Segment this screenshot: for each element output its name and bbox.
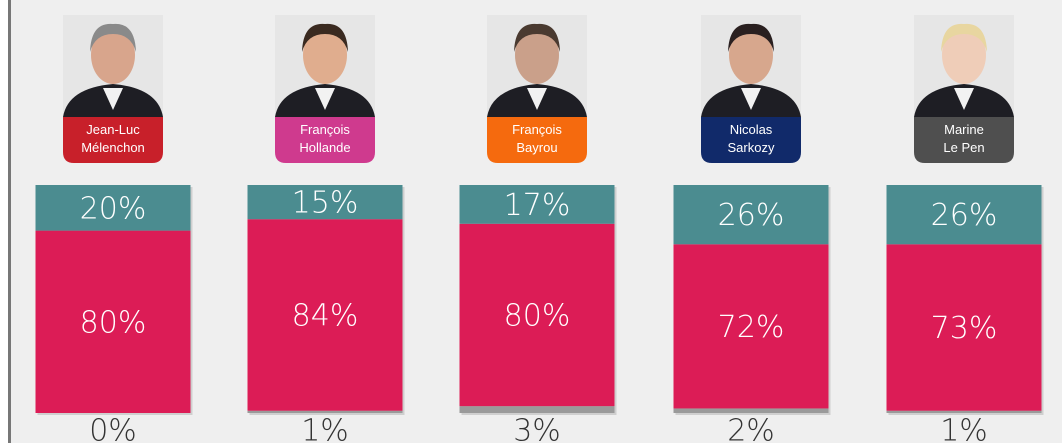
bar-segment: [459, 223, 615, 407]
portrait-hair: [90, 23, 136, 52]
bar-segment: [35, 230, 191, 413]
name-box: [275, 117, 375, 163]
left-margin: [0, 0, 8, 443]
category-label: Nicolas Sarkozy: [728, 122, 775, 155]
bar-segment: [247, 219, 403, 411]
value-label: 26%: [931, 198, 998, 233]
bar-segment: [673, 408, 829, 413]
portrait: [63, 15, 163, 117]
bar-segment: [673, 244, 829, 409]
value-label: 73%: [931, 311, 998, 346]
bar-segment: [35, 185, 191, 231]
bar-segment: [886, 410, 1042, 413]
left-border: [8, 0, 11, 443]
portrait: [701, 15, 801, 117]
name-box: [487, 117, 587, 163]
value-label: 3%: [513, 414, 561, 443]
value-label: 72%: [718, 310, 785, 345]
value-label: 20%: [80, 191, 147, 226]
portrait: [914, 15, 1014, 117]
name-box: [914, 117, 1014, 163]
portrait: [487, 15, 587, 117]
bar-segment: [673, 185, 829, 245]
value-label: 17%: [504, 188, 571, 223]
category-label: Marine Le Pen: [943, 122, 984, 155]
portrait-hair: [514, 23, 560, 52]
portrait-face: [303, 26, 347, 84]
portrait-face: [91, 26, 135, 84]
portrait-hair: [728, 23, 774, 52]
bar-segment: [886, 244, 1042, 411]
bar-segment: [247, 410, 403, 413]
portrait-hair: [941, 23, 987, 52]
value-label: 1%: [301, 414, 349, 443]
portrait: [275, 15, 375, 117]
category-label: Jean-Luc Mélenchon: [81, 122, 145, 155]
value-label: 0%: [89, 414, 137, 443]
portrait-shirt: [315, 88, 335, 110]
bar-segment: [459, 406, 615, 413]
portrait-shirt: [527, 88, 547, 110]
name-box: [701, 117, 801, 163]
name-box: [63, 117, 163, 163]
portrait-face: [729, 26, 773, 84]
bar-segment: [459, 185, 615, 224]
category-label: François Bayrou: [512, 122, 562, 155]
bar-segment: [247, 185, 403, 220]
portrait-face: [515, 26, 559, 84]
value-label: 26%: [718, 198, 785, 233]
portrait-hair: [302, 23, 348, 52]
category-label: François Hollande: [299, 122, 350, 155]
value-label: 80%: [80, 305, 147, 340]
value-label: 2%: [727, 414, 775, 443]
value-label: 15%: [292, 186, 359, 221]
value-label: 1%: [940, 414, 988, 443]
portrait-face: [942, 26, 986, 84]
portrait-shirt: [103, 88, 123, 110]
portrait-shirt: [954, 88, 974, 110]
portrait-shirt: [741, 88, 761, 110]
value-label: 84%: [292, 298, 359, 333]
value-label: 80%: [504, 298, 571, 333]
bar-segment: [886, 185, 1042, 245]
